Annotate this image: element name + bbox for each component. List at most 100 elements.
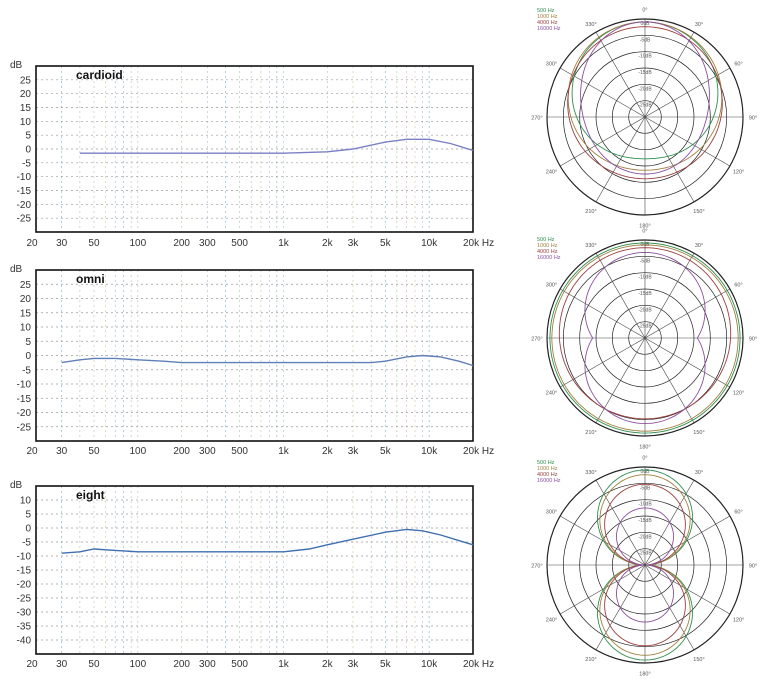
polar-angle-label: 330° xyxy=(585,243,596,249)
polar-angle-label: 0° xyxy=(642,8,647,14)
polar-radial-label: -25dB xyxy=(638,324,652,330)
polar-chart: 0° 30° 60° 90° 120° 150° 180° 210° 240° 270° 300° 3… xyxy=(531,456,757,678)
y-tick-label: -5 xyxy=(22,538,31,549)
polar-angle-label: 0° xyxy=(642,229,647,235)
x-tick-label: 30 xyxy=(56,659,68,670)
polar-angle-label: 150° xyxy=(693,657,704,663)
polar-angle-label: 90° xyxy=(749,564,757,570)
polar-pattern-curve xyxy=(571,21,719,160)
x-tick-label: 50 xyxy=(88,238,100,249)
pattern-label: omni xyxy=(76,272,105,286)
polar-radial-label: -20dB xyxy=(638,307,652,313)
x-tick-label: 50 xyxy=(88,659,100,670)
polar-pattern-curve xyxy=(597,469,693,661)
polar-spoke xyxy=(644,337,731,388)
polar-spoke xyxy=(644,564,731,615)
polar-angle-label: 180° xyxy=(639,224,650,230)
x-tick-label: 500 xyxy=(231,659,248,670)
polar-spoke xyxy=(595,337,646,424)
y-tick-label: 0 xyxy=(25,351,31,362)
polar-angle-label: 300° xyxy=(546,62,557,68)
polar-legend-entry: 16000 Hz xyxy=(537,478,561,484)
polar-pattern-curve xyxy=(567,21,723,171)
polar-pattern-curve xyxy=(567,26,723,180)
polar-legend-entry: 4000 Hz xyxy=(537,472,558,478)
x-tick-label: 100 xyxy=(129,238,146,249)
polar-angle-label: 270° xyxy=(531,564,542,570)
x-tick-label: 500 xyxy=(231,238,248,249)
polar-pattern-curve xyxy=(584,251,706,425)
polar-angle-label: 30° xyxy=(695,243,703,249)
x-tick-label: 30 xyxy=(56,238,68,249)
y-tick-label: -5 xyxy=(22,365,31,376)
polar-spoke xyxy=(559,515,646,566)
polar-angle-label: 120° xyxy=(733,391,744,397)
y-axis-label: dB xyxy=(10,60,23,71)
y-tick-label: -25 xyxy=(17,594,32,605)
x-tick-label: 200 xyxy=(173,659,190,670)
polar-radial-label: -10dB xyxy=(638,275,652,281)
plot-frame xyxy=(35,485,474,655)
polar-spoke xyxy=(644,288,731,339)
y-tick-label: 10 xyxy=(20,117,32,128)
y-tick-label: 20 xyxy=(20,89,32,100)
y-tick-label: -10 xyxy=(17,172,32,183)
y-tick-label: 15 xyxy=(20,308,32,319)
polar-angle-label: 150° xyxy=(693,430,704,436)
polar-legend-entry: 1000 Hz xyxy=(537,243,558,249)
polar-radial-label: -5dB xyxy=(640,37,651,43)
polar-spoke xyxy=(559,564,646,615)
x-tick-label: 3k xyxy=(348,446,360,457)
x-tick-label: 10k xyxy=(421,446,438,457)
x-tick-label: 2k xyxy=(322,659,334,670)
polar-angle-label: 210° xyxy=(585,209,596,215)
x-tick-label: 20 xyxy=(26,238,38,249)
polar-pattern-curve xyxy=(599,474,691,656)
polar-angle-label: 60° xyxy=(734,283,742,289)
x-tick-label: 300 xyxy=(199,446,216,457)
x-tick-label: 2k xyxy=(322,238,334,249)
polar-legend-entry: 16000 Hz xyxy=(537,26,561,32)
x-tick-label: 200 xyxy=(173,238,190,249)
polar-angle-label: 180° xyxy=(639,672,650,678)
response-curve xyxy=(61,354,474,367)
y-tick-label: 25 xyxy=(20,280,32,291)
y-tick-label: 0 xyxy=(25,145,31,156)
y-tick-label: -35 xyxy=(17,622,32,633)
y-tick-label: -15 xyxy=(17,566,32,577)
polar-radial-label: -5dB xyxy=(640,485,651,491)
x-tick-label: 20 xyxy=(26,659,38,670)
polar-legend-entry: 1000 Hz xyxy=(537,14,558,20)
polar-angle-label: 210° xyxy=(585,430,596,436)
x-tick-label: 3k xyxy=(348,238,360,249)
x-tick-label: 20k Hz xyxy=(463,446,494,457)
polar-legend-entry: 1000 Hz xyxy=(537,466,558,472)
polar-spoke xyxy=(595,31,646,118)
polar-radial-label: -15dB xyxy=(638,291,652,297)
polar-radial-label: -10dB xyxy=(638,54,652,60)
x-tick-label: 3k xyxy=(348,659,360,670)
polar-angle-label: 30° xyxy=(695,470,703,476)
pattern-label: cardioid xyxy=(76,68,123,82)
x-tick-label: 20 xyxy=(26,446,38,457)
polar-angle-label: 240° xyxy=(546,170,557,176)
y-tick-label: 5 xyxy=(25,337,31,348)
x-tick-label: 50 xyxy=(88,446,100,457)
polar-angle-label: 330° xyxy=(585,470,596,476)
polar-radial-label: -15dB xyxy=(638,518,652,524)
x-tick-label: 5k xyxy=(380,238,392,249)
x-tick-label: 300 xyxy=(199,659,216,670)
y-tick-label: -15 xyxy=(17,186,32,197)
x-tick-label: 20k Hz xyxy=(463,659,494,670)
x-tick-label: 30 xyxy=(56,446,68,457)
x-tick-label: 200 xyxy=(173,446,190,457)
plot-frame xyxy=(35,65,474,233)
y-tick-label: -30 xyxy=(17,608,32,619)
x-tick-label: 100 xyxy=(129,446,146,457)
polar-angle-label: 120° xyxy=(733,618,744,624)
polar-pattern-curve xyxy=(558,247,732,420)
polar-pattern-curve xyxy=(616,507,674,623)
